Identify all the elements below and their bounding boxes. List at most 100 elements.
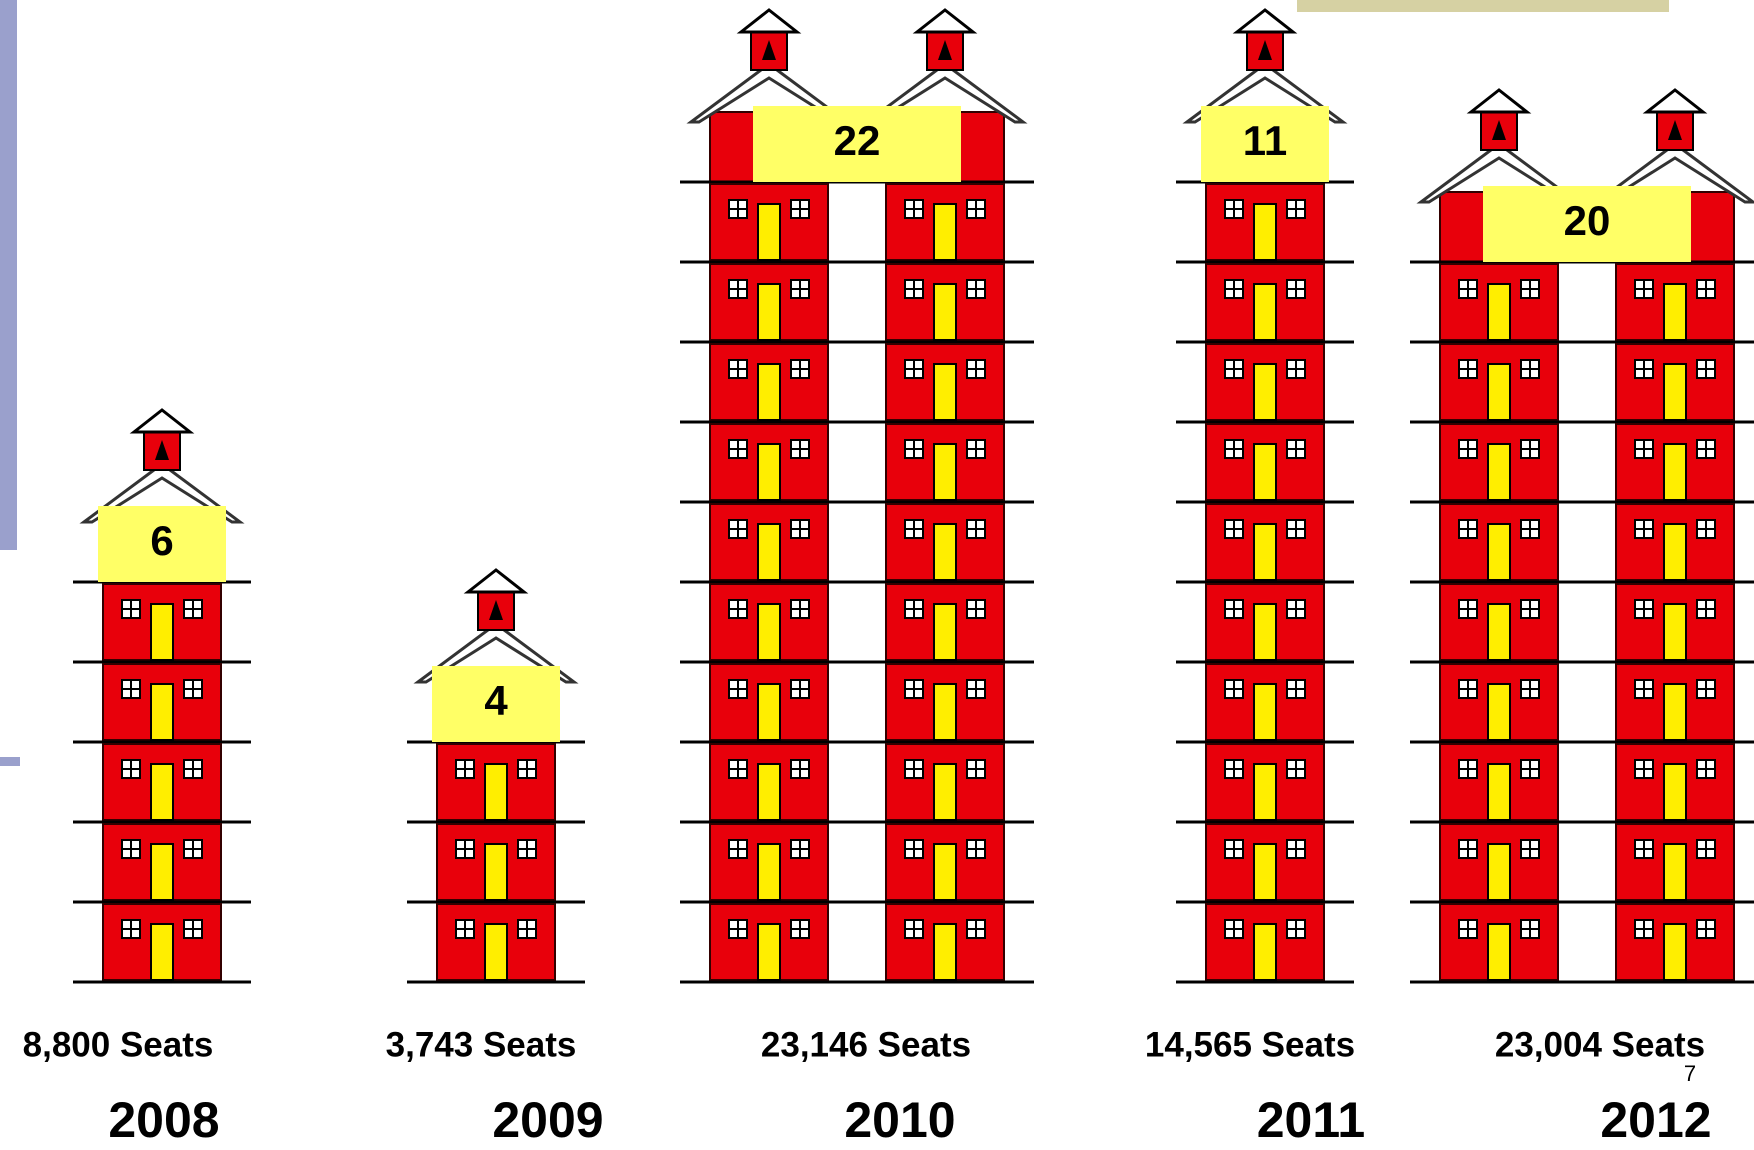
window-frame (905, 280, 923, 298)
window-frame (729, 280, 747, 298)
count-box (753, 106, 961, 182)
door (1663, 763, 1687, 821)
window-frame (967, 360, 985, 378)
school-stack (1176, 8, 1354, 984)
window-frame (967, 280, 985, 298)
window-frame (905, 360, 923, 378)
window-frame (1225, 760, 1243, 778)
seats-label: 14,565 Seats (1145, 1025, 1355, 1064)
count-label: 11 (1243, 117, 1287, 164)
door (757, 843, 781, 901)
door (757, 523, 781, 581)
door (150, 763, 174, 821)
window-frame (1459, 280, 1477, 298)
door (933, 843, 957, 901)
window-frame (184, 600, 202, 618)
door (1253, 683, 1277, 741)
window-frame (1459, 760, 1477, 778)
window-frame (122, 920, 140, 938)
window-frame (1697, 360, 1715, 378)
tower-roof (1466, 88, 1532, 114)
window-frame (1287, 280, 1305, 298)
count-label: 22 (834, 117, 881, 164)
side-tick (0, 757, 20, 766)
side-bar (0, 0, 17, 550)
window-frame (905, 440, 923, 458)
door (1487, 283, 1511, 341)
window-frame (1521, 680, 1539, 698)
door (933, 363, 957, 421)
window-frame (729, 360, 747, 378)
door (1663, 363, 1687, 421)
bell (155, 440, 169, 460)
window-frame (1635, 680, 1653, 698)
door (933, 683, 957, 741)
window-frame (1459, 920, 1477, 938)
window-frame (1635, 840, 1653, 858)
window-frame (791, 760, 809, 778)
window-frame (1225, 840, 1243, 858)
window-frame (1287, 440, 1305, 458)
window-frame (1287, 360, 1305, 378)
window-frame (967, 520, 985, 538)
window-frame (184, 920, 202, 938)
window-frame (1287, 200, 1305, 218)
school-stack (680, 8, 1034, 984)
window-frame (1225, 280, 1243, 298)
school-stack (1410, 88, 1754, 984)
year-label: 2009 (492, 1092, 603, 1148)
window-frame (967, 680, 985, 698)
window-frame (791, 520, 809, 538)
window-frame (905, 840, 923, 858)
door (1663, 443, 1687, 501)
door (1253, 363, 1277, 421)
school-stack (407, 568, 585, 984)
door (1253, 523, 1277, 581)
window-frame (1521, 520, 1539, 538)
door (1253, 283, 1277, 341)
window-frame (1225, 600, 1243, 618)
bell (1492, 120, 1506, 140)
door (1487, 923, 1511, 981)
door (757, 443, 781, 501)
window-frame (729, 600, 747, 618)
count-box (1483, 186, 1691, 262)
door (1487, 843, 1511, 901)
window-frame (1459, 520, 1477, 538)
door (757, 603, 781, 661)
window-frame (1287, 920, 1305, 938)
door (1253, 763, 1277, 821)
door (933, 763, 957, 821)
window-frame (967, 840, 985, 858)
door (1663, 523, 1687, 581)
door (933, 523, 957, 581)
window-frame (1521, 840, 1539, 858)
door (1487, 363, 1511, 421)
window-frame (1459, 440, 1477, 458)
door (933, 603, 957, 661)
window-frame (1225, 920, 1243, 938)
window-frame (905, 600, 923, 618)
door (1487, 523, 1511, 581)
window-frame (456, 760, 474, 778)
window-frame (1635, 280, 1653, 298)
window-frame (967, 200, 985, 218)
window-frame (518, 760, 536, 778)
seats-label: 8,800 Seats (23, 1025, 214, 1064)
window-frame (1635, 440, 1653, 458)
window-frame (1287, 680, 1305, 698)
door (1253, 203, 1277, 261)
seats-label: 23,146 Seats (761, 1025, 971, 1064)
window-frame (518, 840, 536, 858)
window-frame (1697, 600, 1715, 618)
window-frame (729, 760, 747, 778)
window-frame (729, 840, 747, 858)
window-frame (1697, 760, 1715, 778)
window-frame (791, 440, 809, 458)
window-frame (791, 360, 809, 378)
window-frame (967, 440, 985, 458)
window-frame (1635, 760, 1653, 778)
window-frame (1521, 360, 1539, 378)
door (1663, 843, 1687, 901)
window-frame (791, 200, 809, 218)
